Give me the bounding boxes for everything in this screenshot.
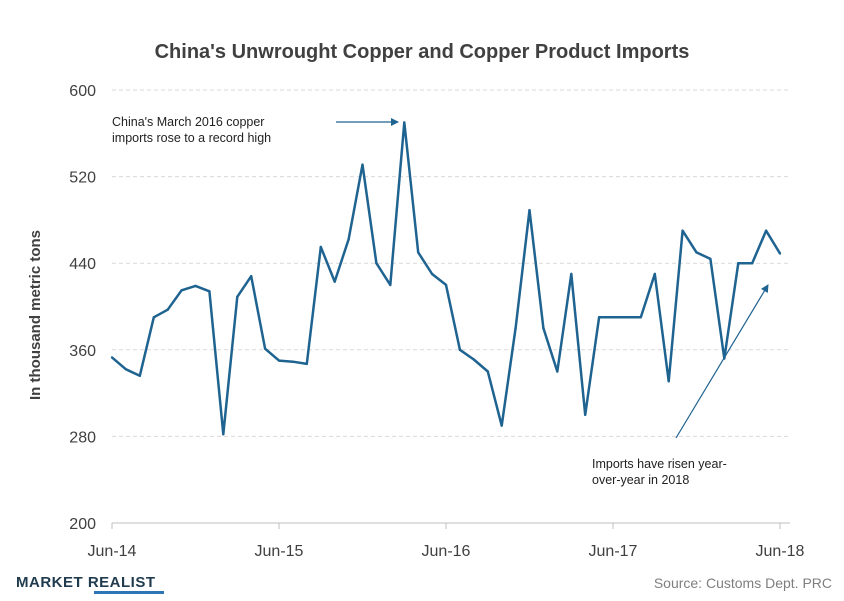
data-point	[500, 424, 503, 427]
data-points	[110, 121, 782, 436]
data-point	[737, 262, 740, 265]
y-tick-label: 600	[69, 83, 96, 100]
data-point	[430, 272, 434, 276]
x-axis	[111, 522, 790, 529]
data-point	[570, 272, 573, 276]
data-point	[110, 356, 114, 359]
data-point	[611, 316, 615, 319]
data-point	[444, 283, 448, 287]
data-point	[639, 316, 642, 319]
grid	[112, 89, 790, 437]
data-point	[597, 316, 601, 319]
y-tick-label: 440	[69, 256, 96, 273]
data-point	[236, 295, 239, 298]
data-point	[625, 316, 629, 319]
series-line	[111, 121, 782, 436]
data-point	[250, 275, 253, 278]
data-point	[375, 262, 378, 265]
data-point	[319, 245, 322, 249]
source-note: Source: Customs Dept. PRC	[654, 575, 832, 591]
data-point	[751, 262, 754, 265]
data-point	[514, 326, 517, 330]
data-point	[305, 362, 308, 366]
y-tick-label: 520	[69, 170, 96, 187]
data-point	[291, 360, 295, 363]
x-tick-label: Jun-14	[88, 543, 137, 560]
annotation-yoy-arrow	[675, 284, 769, 439]
data-point	[458, 348, 462, 351]
data-point	[347, 238, 350, 241]
data-point	[472, 358, 475, 361]
x-tick-label: Jun-15	[255, 543, 304, 560]
y-tick-label: 200	[69, 516, 96, 533]
annotation-record-high-line-1: China's March 2016 copper	[112, 115, 264, 129]
data-point	[417, 251, 420, 254]
market-realist-logo: MARKET REALIST	[16, 574, 164, 594]
data-point	[528, 209, 531, 212]
data-point	[361, 163, 364, 166]
annotation-record-high: China's March 2016 copper imports rose t…	[112, 115, 399, 145]
logo-text: MARKET REALIST	[16, 574, 156, 591]
x-axis-ticks: Jun-14 Jun-15 Jun-16 Jun-17 Jun-18	[88, 543, 805, 560]
annotation-record-high-line-2: imports rose to a record high	[112, 131, 271, 145]
x-tick-label: Jun-17	[589, 543, 638, 560]
data-point	[778, 252, 782, 255]
data-point	[584, 413, 587, 416]
data-point	[556, 370, 559, 373]
x-tick-label: Jun-18	[756, 543, 805, 560]
y-axis-ticks: 200 280 360 440 520 600	[69, 83, 96, 533]
data-point	[166, 308, 169, 311]
annotation-yoy-line-2: over-year in 2018	[592, 473, 689, 487]
data-point	[138, 374, 141, 377]
data-point	[194, 284, 197, 288]
data-point	[263, 347, 267, 350]
annotation-yoy-line-1: Imports have risen year-	[592, 457, 727, 471]
chart-title: China's Unwrought Copper and Copper Prod…	[155, 41, 690, 63]
data-point	[486, 370, 489, 373]
data-point	[653, 272, 656, 276]
y-axis-label: In thousand metric tons	[27, 230, 44, 400]
data-point	[764, 229, 768, 232]
data-point	[152, 316, 155, 319]
y-tick-label: 280	[69, 429, 96, 446]
data-point	[277, 359, 281, 362]
data-point	[695, 251, 698, 254]
annotation-yoy: Imports have risen year- over-year in 20…	[592, 284, 769, 487]
data-point	[542, 326, 545, 330]
data-point	[389, 283, 392, 287]
data-point	[667, 380, 670, 383]
data-point	[709, 257, 712, 261]
data-point	[681, 229, 684, 232]
data-point	[208, 290, 211, 293]
y-tick-label: 360	[69, 343, 96, 360]
data-point	[222, 433, 225, 436]
data-point	[180, 289, 183, 292]
data-point	[333, 280, 336, 283]
x-tick-label: Jun-16	[422, 543, 471, 560]
data-point	[124, 368, 128, 371]
data-point	[403, 121, 406, 124]
logo-underline	[94, 591, 164, 594]
